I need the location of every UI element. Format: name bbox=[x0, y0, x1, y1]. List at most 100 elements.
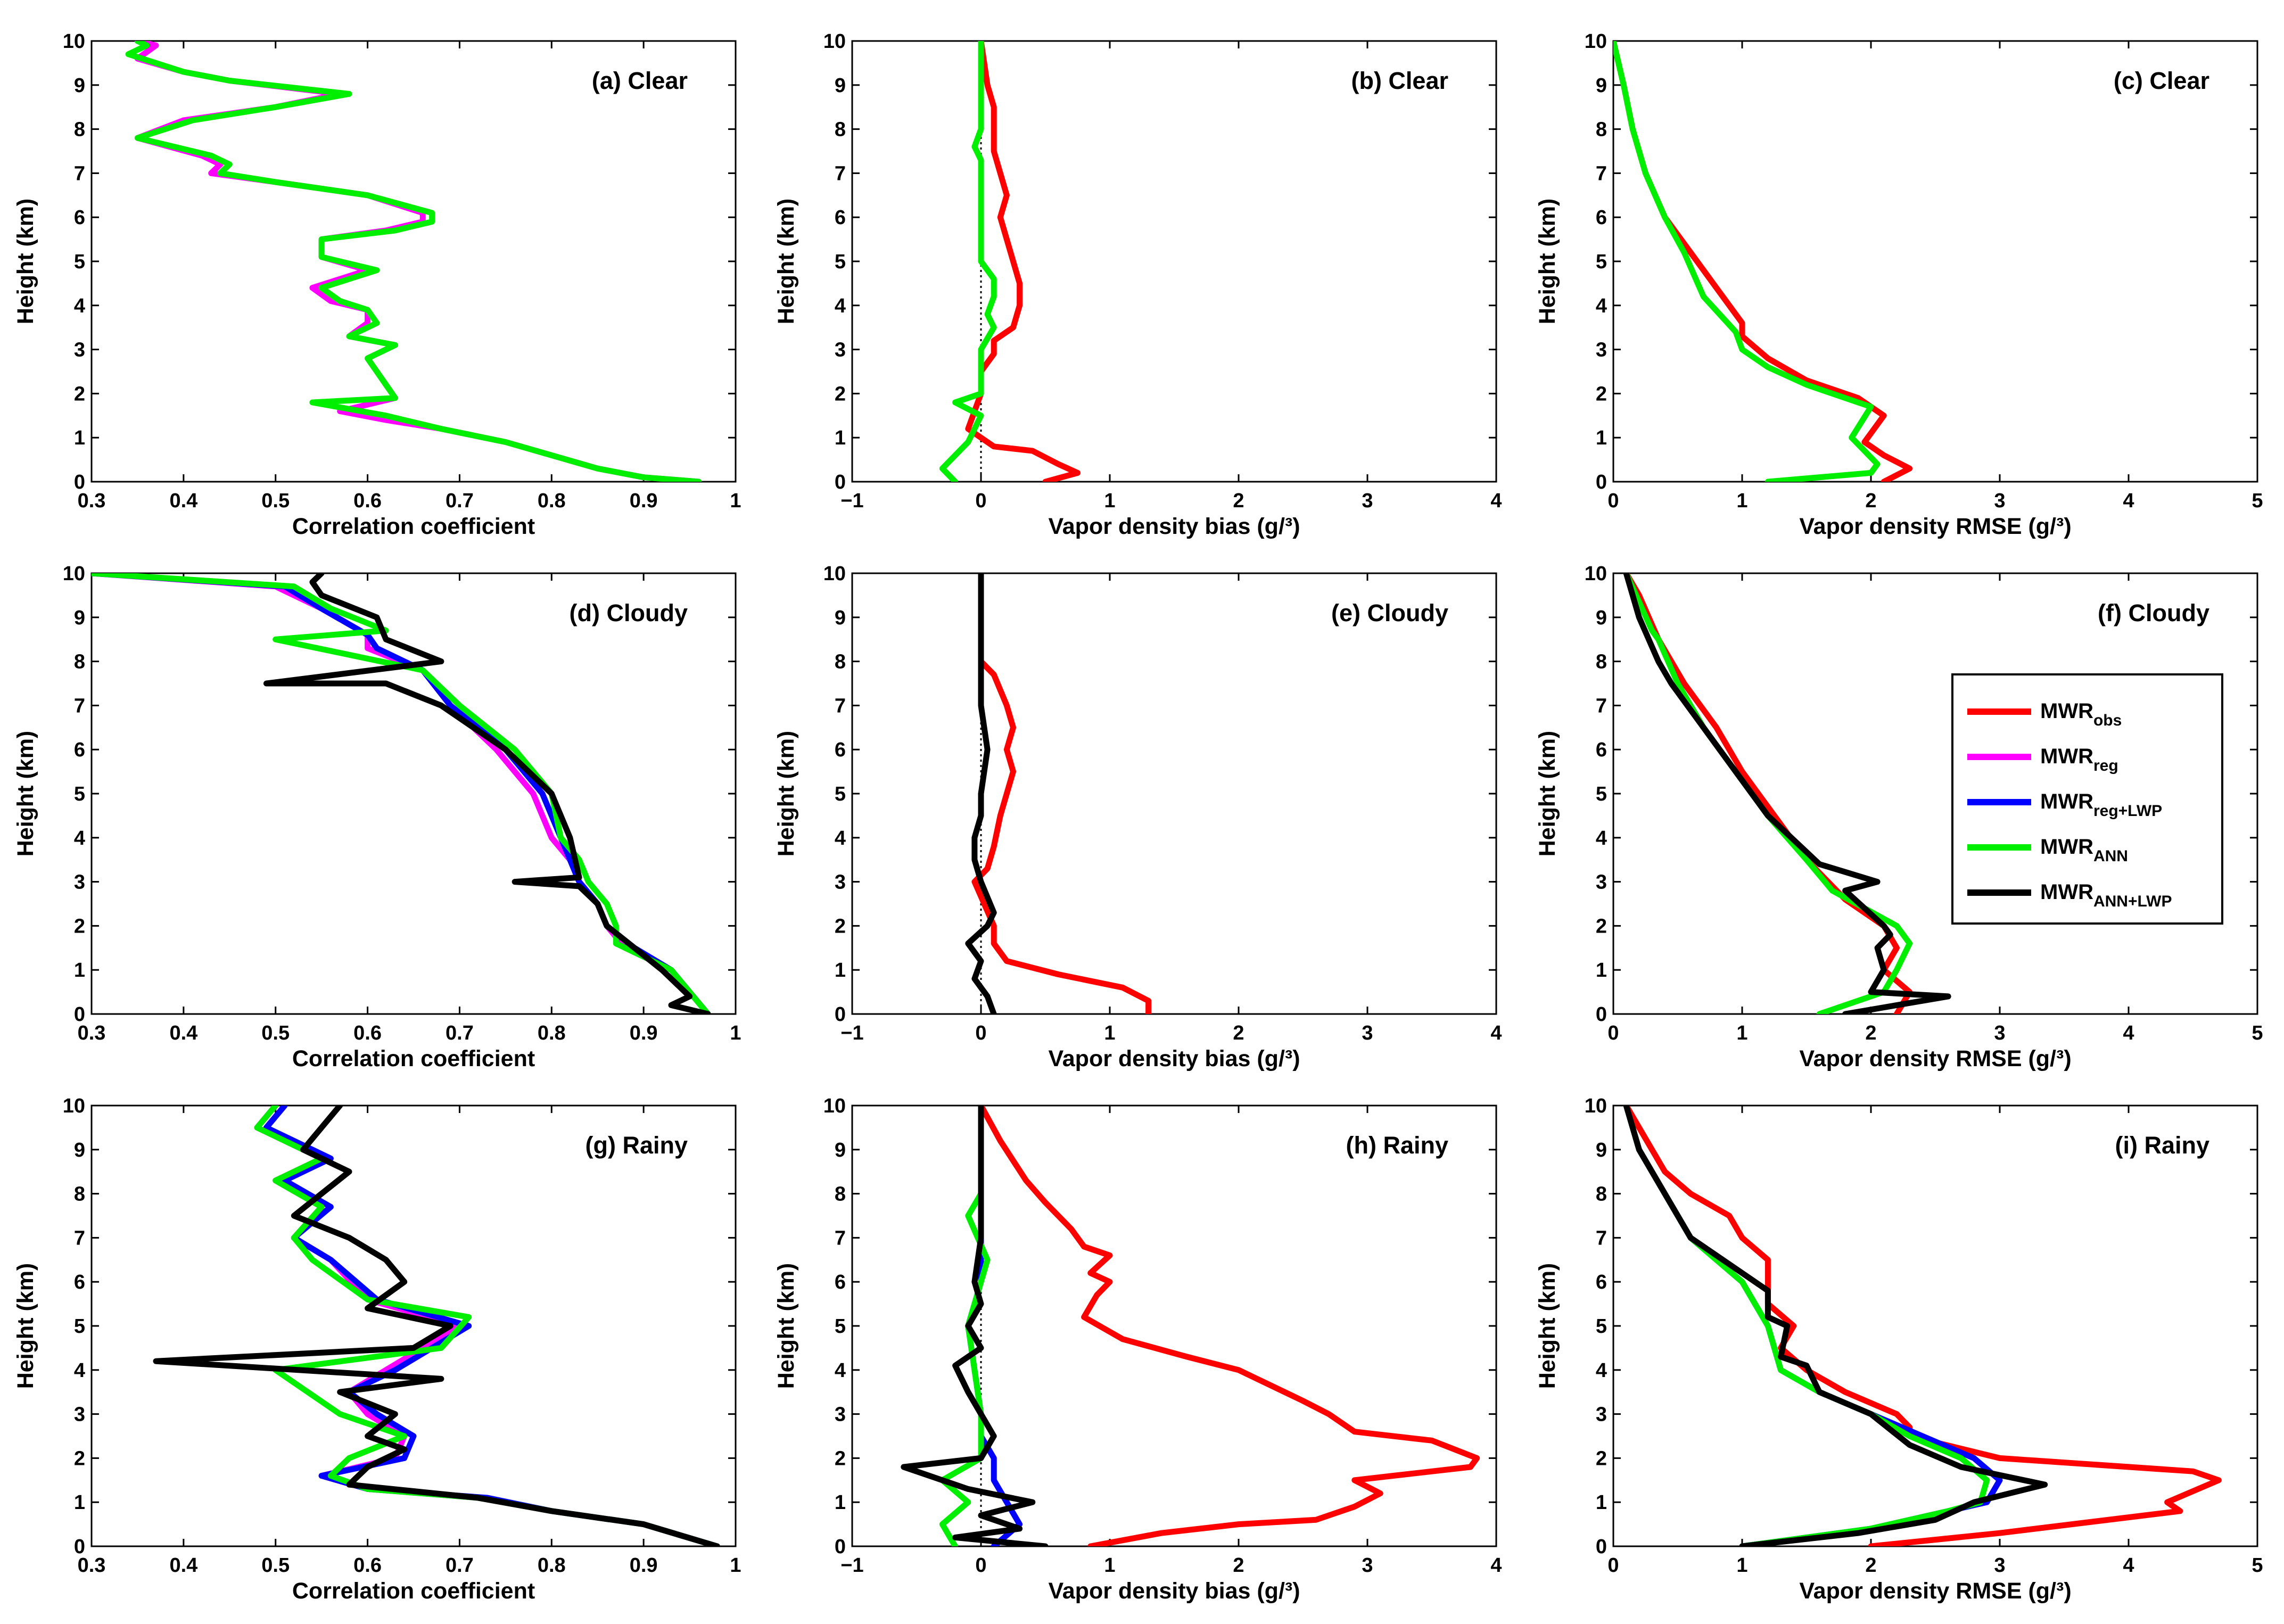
y-tick-label: 0 bbox=[74, 471, 85, 493]
series-line-mwr-reg bbox=[134, 41, 702, 482]
y-tick-label: 0 bbox=[835, 1003, 846, 1026]
y-tick-label: 1 bbox=[835, 1491, 846, 1514]
x-axis-label: Vapor density bias (g/³) bbox=[1048, 514, 1300, 539]
y-tick-label: 2 bbox=[74, 915, 85, 937]
x-axis-label: Vapor density RMSE (g/³) bbox=[1799, 514, 2071, 539]
x-tick-label: 1 bbox=[1104, 1022, 1115, 1044]
series-group bbox=[1613, 41, 1913, 482]
y-tick-label: 9 bbox=[1596, 75, 1607, 97]
series-line-mwr-obs bbox=[971, 573, 1152, 1014]
legend-label: MWRreg bbox=[2040, 745, 2118, 774]
x-tick-label: 0.5 bbox=[261, 1022, 290, 1044]
series-group bbox=[939, 41, 1081, 482]
series-line-mwr-obs bbox=[1623, 573, 1913, 1014]
y-axis-label: Height (km) bbox=[773, 1263, 799, 1389]
y-tick-label: 9 bbox=[74, 607, 85, 629]
y-tick-label: 7 bbox=[1596, 695, 1607, 717]
x-tick-label: 5 bbox=[2252, 1554, 2263, 1577]
y-axis-label: Height (km) bbox=[773, 731, 799, 857]
x-tick-label: 0.4 bbox=[169, 490, 197, 512]
series-line-mwr-ann bbox=[1613, 41, 1881, 482]
y-tick-label: 2 bbox=[1596, 383, 1607, 405]
series-line-mwr-reg bbox=[92, 573, 711, 1014]
series-group bbox=[153, 1106, 720, 1546]
panel-f: 0 1 2 3 4 5 0 1 2 3 4 5 6 7 8 9 10 Vapor density RMSE (g/… bbox=[1535, 563, 2263, 1071]
series-line-mwr-obs bbox=[965, 41, 1081, 482]
y-tick-label: 6 bbox=[835, 207, 846, 229]
x-axis-label: Correlation coefficient bbox=[292, 1046, 535, 1071]
series-group bbox=[901, 1106, 1480, 1546]
x-tick-label: 2 bbox=[1233, 490, 1244, 512]
x-tick-label: 3 bbox=[1994, 1554, 2005, 1577]
x-tick-label: 3 bbox=[1362, 1022, 1373, 1044]
series-line-mwr-obs bbox=[1623, 1106, 2222, 1546]
y-tick-label: 8 bbox=[835, 119, 846, 141]
x-tick-label: 1 bbox=[730, 1554, 741, 1577]
y-tick-label: 2 bbox=[74, 1447, 85, 1470]
y-tick-label: 10 bbox=[823, 30, 846, 53]
y-tick-label: 3 bbox=[835, 339, 846, 361]
y-tick-label: 10 bbox=[63, 30, 85, 53]
x-tick-label: 0 bbox=[1607, 1022, 1619, 1044]
series-group bbox=[1623, 1106, 2222, 1546]
y-tick-label: 4 bbox=[74, 295, 85, 317]
y-tick-label: 4 bbox=[74, 1359, 85, 1382]
x-tick-label: 0.4 bbox=[169, 1022, 197, 1044]
x-tick-label: 4 bbox=[1490, 490, 1502, 512]
y-axis-label: Height (km) bbox=[1535, 1263, 1560, 1389]
x-tick-label: −1 bbox=[840, 490, 863, 512]
y-tick-label: 4 bbox=[1596, 827, 1607, 850]
y-tick-label: 0 bbox=[74, 1003, 85, 1026]
x-tick-label: −1 bbox=[840, 1022, 863, 1044]
x-tick-label: 2 bbox=[1233, 1022, 1244, 1044]
y-tick-label: 7 bbox=[74, 1227, 85, 1249]
y-tick-label: 6 bbox=[74, 739, 85, 761]
y-tick-label: 8 bbox=[74, 651, 85, 673]
series-line-mwr-reg-lwp bbox=[1623, 1106, 2003, 1546]
panel-c: 0 1 2 3 4 5 0 1 2 3 4 5 6 7 8 9 10 Vapor density RMSE (g/… bbox=[1535, 30, 2263, 539]
x-tick-label: 0.9 bbox=[630, 490, 658, 512]
legend-box bbox=[1951, 673, 2223, 925]
y-tick-label: 5 bbox=[74, 783, 85, 805]
y-tick-label: 6 bbox=[74, 207, 85, 229]
y-tick-label: 5 bbox=[74, 251, 85, 273]
y-tick-label: 5 bbox=[1596, 251, 1607, 273]
y-tick-label: 2 bbox=[1596, 915, 1607, 937]
y-axis-label: Height (km) bbox=[773, 199, 799, 325]
y-tick-label: 0 bbox=[835, 471, 846, 493]
plot-frame bbox=[90, 1104, 737, 1547]
x-tick-label: 1 bbox=[1104, 490, 1115, 512]
panel-title: (b) Clear bbox=[1351, 67, 1448, 94]
series-line-mwr-ann bbox=[92, 573, 711, 1014]
y-tick-label: 9 bbox=[1596, 1139, 1607, 1161]
x-tick-label: 0.9 bbox=[630, 1554, 658, 1577]
panel-title: (g) Rainy bbox=[585, 1132, 688, 1159]
x-tick-label: 5 bbox=[2252, 1022, 2263, 1044]
y-tick-label: 10 bbox=[823, 1095, 846, 1117]
x-tick-label: 5 bbox=[2252, 490, 2263, 512]
x-tick-label: 4 bbox=[2123, 490, 2134, 512]
series-line-mwr-ann bbox=[939, 1106, 991, 1546]
series-line-mwr-reg bbox=[254, 1106, 720, 1546]
y-tick-label: 8 bbox=[835, 651, 846, 673]
y-tick-label: 6 bbox=[835, 1271, 846, 1293]
y-tick-label: 5 bbox=[74, 1315, 85, 1338]
y-tick-label: 1 bbox=[74, 959, 85, 982]
plot-frame bbox=[90, 40, 737, 483]
y-tick-label: 3 bbox=[835, 1404, 846, 1426]
x-tick-label: 3 bbox=[1994, 490, 2005, 512]
x-tick-label: 0.8 bbox=[538, 1554, 566, 1577]
x-tick-label: 4 bbox=[2123, 1554, 2134, 1577]
x-tick-label: 2 bbox=[1865, 1554, 1876, 1577]
x-tick-label: 0.7 bbox=[446, 1554, 474, 1577]
legend-label: MWRreg+LWP bbox=[2040, 790, 2162, 820]
panel-title: (a) Clear bbox=[592, 67, 688, 94]
y-tick-label: 0 bbox=[74, 1536, 85, 1558]
y-tick-label: 2 bbox=[1596, 1447, 1607, 1470]
plot-frame bbox=[851, 40, 1497, 483]
y-tick-label: 9 bbox=[835, 607, 846, 629]
series-line-mwr-ann bbox=[125, 41, 702, 482]
y-tick-label: 4 bbox=[835, 827, 846, 850]
x-tick-label: 0.9 bbox=[630, 1022, 658, 1044]
